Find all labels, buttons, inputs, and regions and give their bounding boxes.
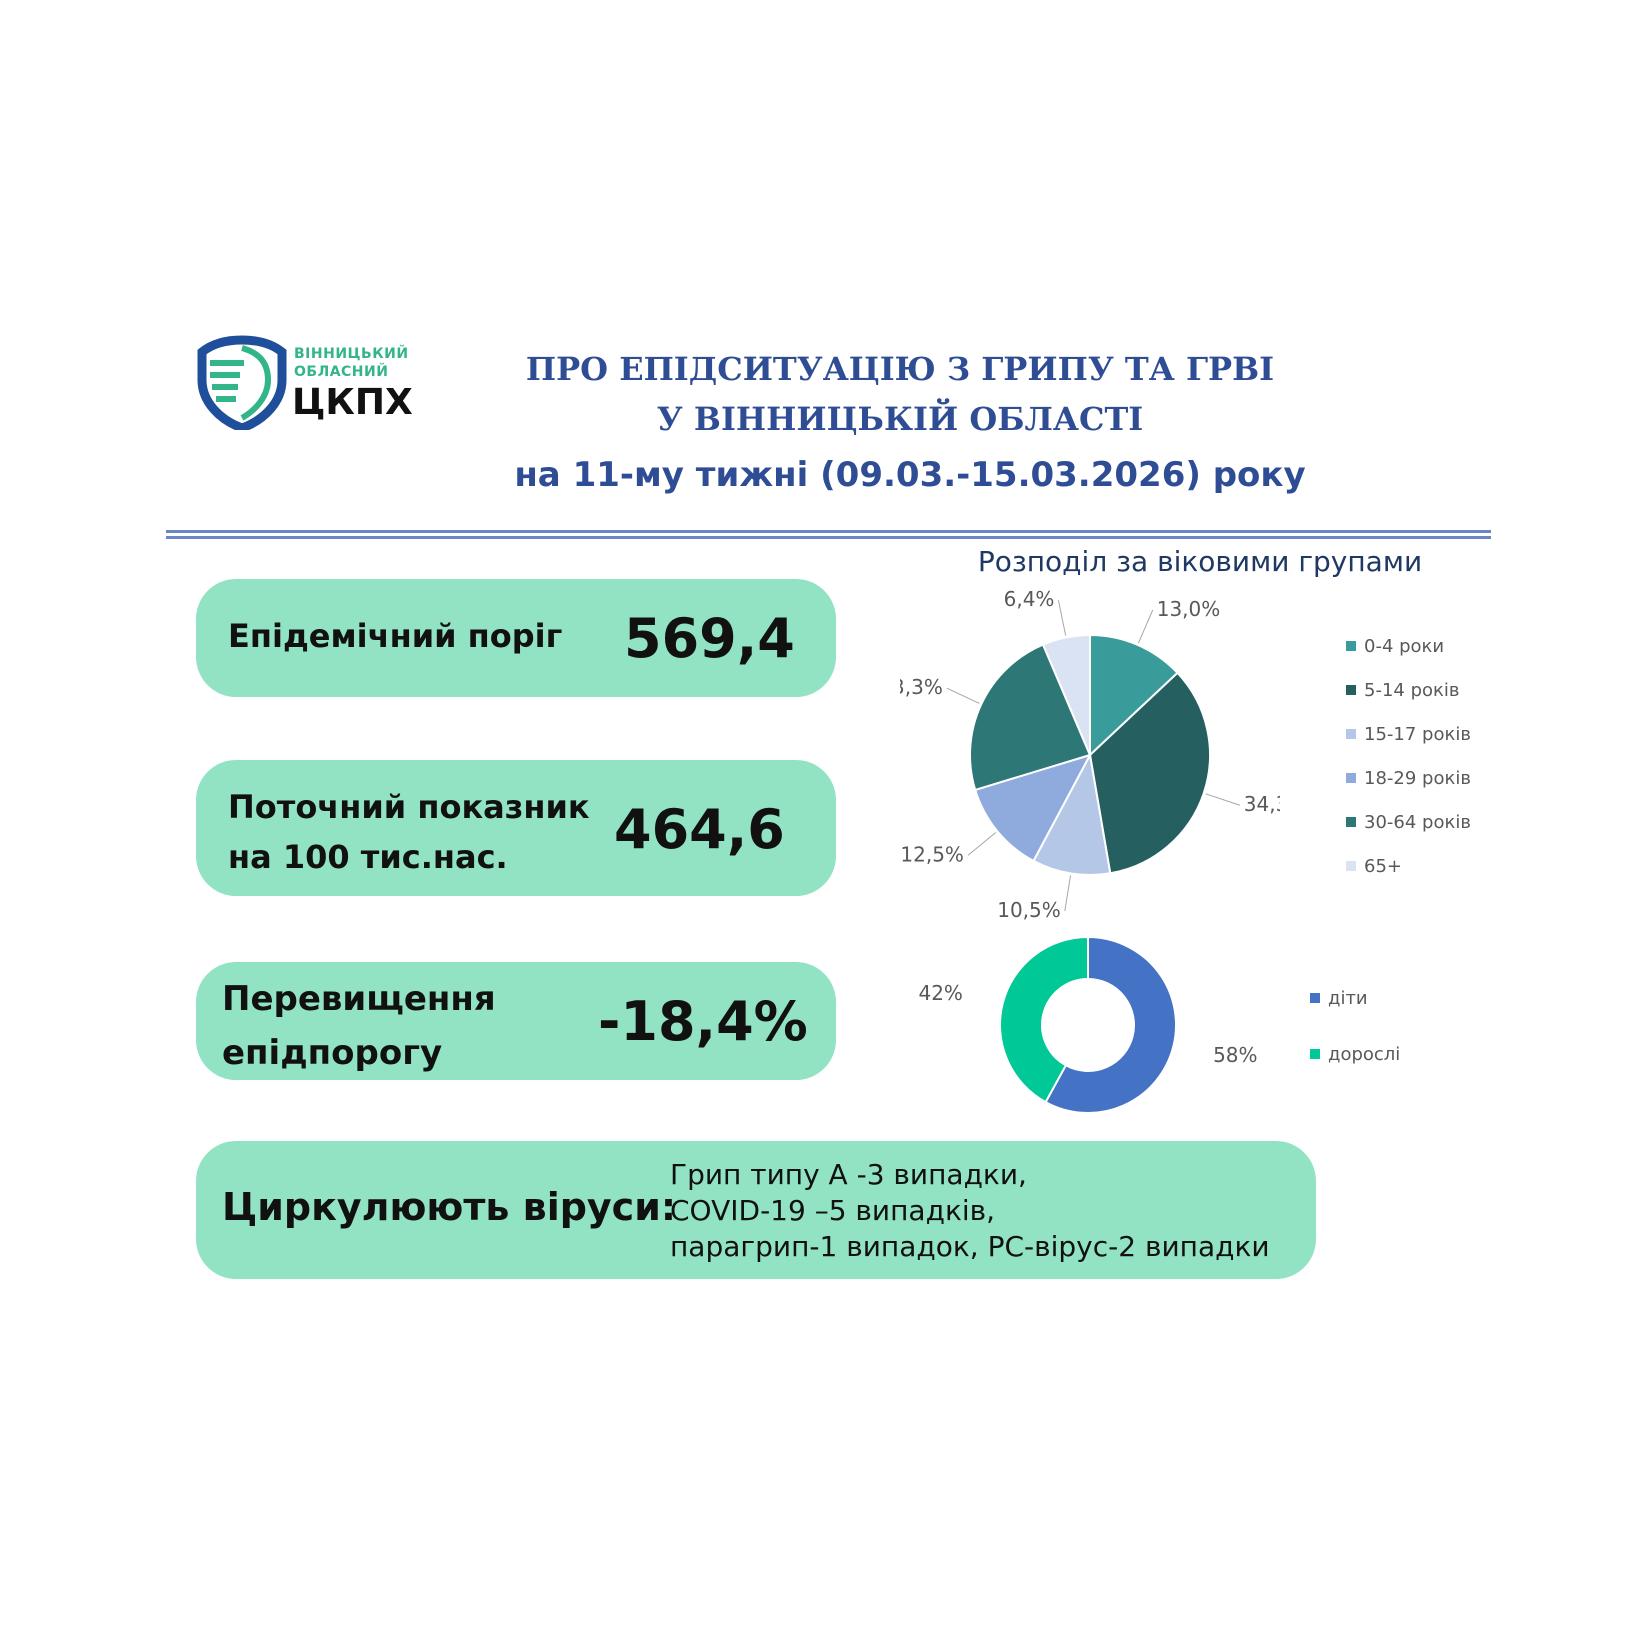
leader-line bbox=[1205, 793, 1240, 806]
legend-item-дорослі: дорослі bbox=[1310, 1042, 1400, 1066]
slice-30-64-років bbox=[969, 643, 1092, 792]
legend-label: 0-4 роки bbox=[1364, 635, 1445, 657]
legend-label: дорослі bbox=[1328, 1043, 1401, 1065]
viruses-list: Грип типу А -3 випадки, COVID-19 –5 випа… bbox=[670, 1157, 1270, 1265]
threshold-card: Епідемічний поріг 569,4 bbox=[196, 579, 836, 697]
page-title-line1: ПРО ЕПІДСИТУАЦІЮ З ГРИПУ ТА ГРВІ bbox=[525, 350, 1275, 388]
leader-line bbox=[1064, 875, 1072, 912]
excess-label: Перевищення епідпорогу bbox=[222, 972, 496, 1080]
legend-label: 65+ bbox=[1364, 855, 1402, 877]
data-label: 34,3% bbox=[1244, 792, 1280, 816]
legend-label: 18-29 років bbox=[1364, 767, 1471, 789]
leader-line bbox=[967, 832, 997, 856]
logo: ВІННИЦЬКИЙ ОБЛАСНИЙ ЦКПХ bbox=[196, 334, 426, 434]
divider bbox=[166, 530, 1491, 542]
virus-line-2: COVID-19 –5 випадків, bbox=[670, 1194, 996, 1227]
legend-swatch bbox=[1346, 685, 1356, 695]
donut-legend: діти дорослі bbox=[1310, 986, 1400, 1098]
excess-label-line2: епідпорогу bbox=[222, 1033, 443, 1073]
legend-swatch bbox=[1310, 1049, 1320, 1059]
threshold-value: 569,4 bbox=[624, 607, 795, 670]
leader-line bbox=[946, 687, 980, 704]
legend-item-18-29-років: 18-29 років bbox=[1346, 766, 1471, 790]
slice-0-4-роки bbox=[1089, 633, 1179, 758]
excess-label-line1: Перевищення bbox=[222, 979, 496, 1019]
legend-swatch bbox=[1346, 817, 1356, 827]
legend-item-5-14-років: 5-14 років bbox=[1346, 678, 1471, 702]
age-pie-chart: 13,0% 34,3% 10,5% 12,5% 23,3% 6,4% bbox=[900, 590, 1280, 920]
page-title-line2: У ВІННИЦЬКІЙ ОБЛАСТІ bbox=[656, 400, 1144, 438]
legend-label: 15-17 років bbox=[1364, 723, 1471, 745]
current-rate-label: Поточний показник на 100 тис.нас. bbox=[228, 782, 590, 882]
legend-label: діти bbox=[1328, 987, 1368, 1009]
current-rate-card: Поточний показник на 100 тис.нас. 464,6 bbox=[196, 760, 836, 896]
virus-line-1: Грип типу А -3 випадки, bbox=[670, 1158, 1027, 1191]
excess-value: -18,4% bbox=[598, 990, 808, 1053]
data-label: 42% bbox=[918, 981, 962, 1005]
viruses-card: Циркулюють віруси: Грип типу А -3 випадк… bbox=[196, 1141, 1316, 1279]
age-pie-legend: 0-4 роки 5-14 років 15-17 років 18-29 років… bbox=[1346, 634, 1471, 898]
logo-name: ЦКПХ bbox=[292, 382, 413, 423]
data-label: 10,5% bbox=[997, 898, 1061, 920]
slice-дорослі bbox=[999, 935, 1089, 1104]
virus-line-3: парагрип-1 випадок, РС-вірус-2 випадки bbox=[670, 1230, 1270, 1263]
page-subtitle: на 11-му тижні (09.03.-15.03.2026) року bbox=[514, 455, 1306, 495]
legend-label: 5-14 років bbox=[1364, 679, 1460, 701]
legend-swatch bbox=[1346, 773, 1356, 783]
legend-item-15-17-років: 15-17 років bbox=[1346, 722, 1471, 746]
leader-line bbox=[1057, 600, 1067, 636]
slice-діти bbox=[1044, 935, 1177, 1114]
data-label: 12,5% bbox=[900, 842, 964, 866]
legend-swatch bbox=[1346, 729, 1356, 739]
legend-item-65+: 65+ bbox=[1346, 854, 1471, 878]
current-rate-label-line1: Поточний показник bbox=[228, 788, 590, 826]
data-label: 58% bbox=[1213, 1043, 1257, 1067]
legend-swatch bbox=[1346, 861, 1356, 871]
legend-item-30-64-років: 30-64 років bbox=[1346, 810, 1471, 834]
slice-5-14-років bbox=[1088, 671, 1211, 875]
leader-line bbox=[1137, 609, 1154, 644]
threshold-label: Епідемічний поріг bbox=[228, 617, 563, 655]
slice-65+ bbox=[1041, 633, 1091, 756]
legend-label: 30-64 років bbox=[1364, 811, 1471, 833]
legend-item-діти: діти bbox=[1310, 986, 1400, 1010]
data-label: 6,4% bbox=[1004, 590, 1055, 611]
shield-icon bbox=[197, 335, 287, 430]
children-adults-donut-chart: 58% 42% bbox=[918, 935, 1258, 1114]
logo-text-line1: ВІННИЦЬКИЙ bbox=[294, 346, 409, 362]
data-label: 23,3% bbox=[900, 675, 943, 699]
slice-15-17-років bbox=[1032, 751, 1112, 876]
legend-swatch bbox=[1310, 993, 1320, 1003]
viruses-label: Циркулюють віруси: bbox=[222, 1185, 677, 1229]
excess-card: Перевищення епідпорогу -18,4% bbox=[196, 962, 836, 1080]
legend-item-0-4-роки: 0-4 роки bbox=[1346, 634, 1471, 658]
logo-text-line2: ОБЛАСНИЙ bbox=[294, 364, 389, 380]
pie-chart-title: Розподіл за віковими групами bbox=[977, 545, 1423, 578]
legend-swatch bbox=[1346, 641, 1356, 651]
data-label: 13,0% bbox=[1157, 597, 1221, 621]
current-rate-value: 464,6 bbox=[614, 798, 785, 861]
current-rate-label-line2: на 100 тис.нас. bbox=[228, 838, 508, 876]
